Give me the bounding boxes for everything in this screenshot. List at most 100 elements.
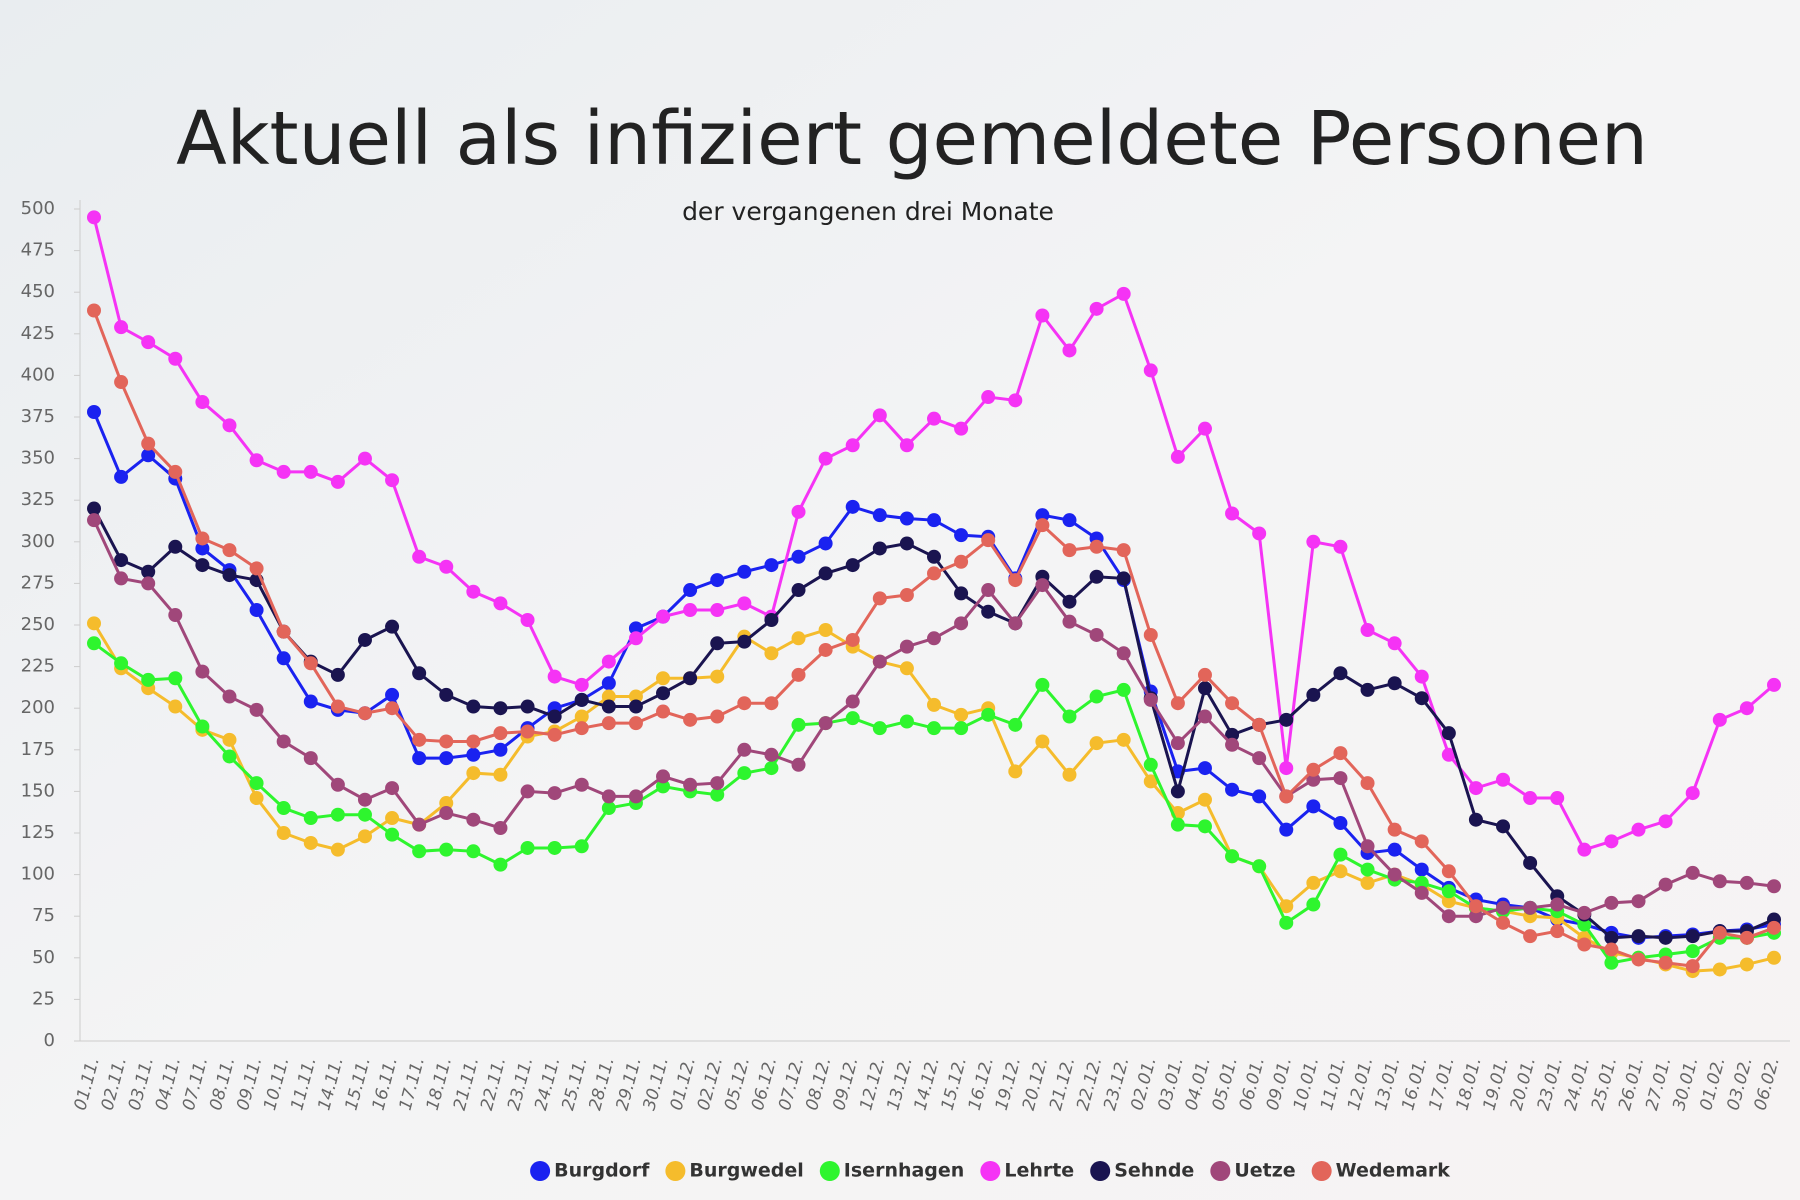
- data-point: [845, 558, 860, 573]
- data-point: [547, 727, 562, 742]
- data-point: [1170, 784, 1185, 799]
- data-point: [574, 692, 589, 707]
- data-point: [303, 694, 318, 709]
- data-point: [1767, 920, 1781, 935]
- data-point: [1387, 867, 1402, 882]
- data-point: [1306, 799, 1321, 814]
- data-point: [330, 474, 345, 489]
- data-point: [1306, 897, 1321, 912]
- data-point: [493, 701, 508, 716]
- data-point: [1414, 875, 1429, 890]
- y-tick-label: 300: [21, 531, 55, 552]
- data-point: [1062, 614, 1077, 629]
- data-point: [439, 796, 454, 811]
- data-point: [249, 603, 264, 618]
- data-point: [1441, 864, 1456, 879]
- data-point: [1577, 937, 1592, 952]
- data-point: [1577, 842, 1592, 857]
- data-point: [845, 632, 860, 647]
- data-point: [412, 666, 427, 681]
- data-point: [872, 541, 887, 556]
- data-point: [656, 704, 671, 719]
- y-tick-label: 450: [21, 281, 55, 302]
- data-point: [1035, 578, 1050, 593]
- data-point: [520, 699, 535, 714]
- data-point: [114, 656, 129, 671]
- data-point: [1333, 847, 1348, 862]
- data-point: [1658, 877, 1673, 892]
- data-point: [439, 687, 454, 702]
- data-point: [547, 669, 562, 684]
- data-point: [791, 717, 806, 732]
- data-point: [1685, 786, 1700, 801]
- data-point: [249, 702, 264, 717]
- data-point: [1496, 915, 1511, 930]
- data-point: [1523, 855, 1538, 870]
- data-point: [1767, 950, 1781, 965]
- data-point: [412, 817, 427, 832]
- data-point: [601, 689, 616, 704]
- data-point: [87, 501, 101, 516]
- data-point: [412, 732, 427, 747]
- data-point: [981, 533, 996, 548]
- data-point: [1008, 573, 1023, 588]
- data-point: [1658, 930, 1673, 945]
- data-point: [1116, 732, 1131, 747]
- data-point: [1116, 543, 1131, 558]
- data-point: [1468, 899, 1483, 914]
- data-point: [764, 646, 779, 661]
- data-point: [1577, 917, 1592, 932]
- data-point: [141, 564, 156, 579]
- data-point: [439, 559, 454, 574]
- data-point: [927, 697, 941, 712]
- data-point: [710, 573, 725, 588]
- data-point: [493, 857, 508, 872]
- data-point: [1333, 746, 1348, 761]
- data-point: [1252, 751, 1267, 766]
- data-point: [168, 608, 183, 623]
- data-point: [466, 734, 481, 749]
- data-point: [439, 842, 454, 857]
- data-point: [330, 667, 345, 682]
- y-tick-label: 200: [21, 697, 55, 718]
- data-point: [1225, 849, 1240, 864]
- y-tick-label: 75: [32, 905, 55, 926]
- data-point: [195, 719, 210, 734]
- data-point: [1252, 526, 1267, 541]
- data-point: [276, 801, 291, 816]
- data-point: [1306, 534, 1321, 549]
- data-point: [222, 418, 237, 433]
- data-point: [764, 696, 779, 711]
- data-point: [1116, 571, 1131, 586]
- data-point: [1170, 736, 1185, 751]
- data-point: [493, 767, 508, 782]
- data-point: [1197, 819, 1212, 834]
- data-point: [493, 821, 508, 836]
- data-point: [1143, 363, 1158, 378]
- data-point: [168, 539, 183, 554]
- data-point: [222, 543, 237, 558]
- data-point: [520, 784, 535, 799]
- data-point: [683, 603, 698, 618]
- data-point: [141, 576, 156, 591]
- data-point: [1089, 301, 1104, 316]
- data-point: [1767, 879, 1781, 894]
- data-point: [1035, 518, 1050, 533]
- data-point: [818, 566, 833, 581]
- data-point: [1550, 924, 1565, 939]
- data-point: [1468, 909, 1483, 924]
- data-point: [1739, 701, 1754, 716]
- data-point: [412, 844, 427, 859]
- data-point: [493, 742, 508, 757]
- data-point: [628, 699, 643, 714]
- data-point: [114, 571, 129, 586]
- data-point: [1089, 627, 1104, 642]
- data-point: [1550, 897, 1565, 912]
- data-point: [1306, 762, 1321, 777]
- data-point: [1631, 894, 1646, 909]
- data-point: [87, 303, 101, 318]
- data-point: [1360, 776, 1375, 791]
- data-point: [872, 591, 887, 606]
- data-point: [1604, 955, 1619, 970]
- data-point: [899, 438, 914, 453]
